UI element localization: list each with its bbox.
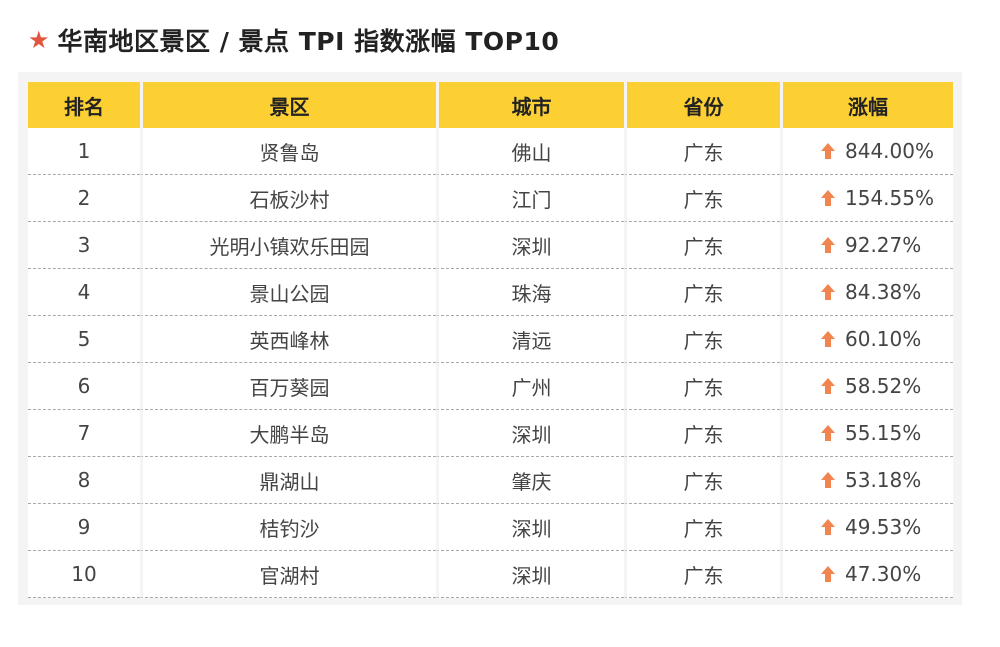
spot-cell: 英西峰林 [140, 316, 436, 363]
change-value: 49.53% [845, 515, 922, 539]
city-cell: 深圳 [436, 551, 624, 598]
province-cell: 广东 [624, 316, 780, 363]
header-province: 省份 [624, 82, 780, 128]
change-cell: 60.10% [780, 316, 953, 363]
change-value: 58.52% [845, 374, 922, 398]
page-title: 华南地区景区 / 景点 TPI 指数涨幅 TOP10 [57, 27, 560, 56]
table-row: 6 百万葵园 广州 广东 58.52% [28, 363, 953, 410]
city-cell: 深圳 [436, 504, 624, 551]
change-value: 53.18% [845, 468, 922, 492]
rank-cell: 6 [28, 363, 140, 410]
province-cell: 广东 [624, 269, 780, 316]
spot-cell: 石板沙村 [140, 175, 436, 222]
rank-cell: 7 [28, 410, 140, 457]
change-value: 47.30% [845, 562, 922, 586]
change-cell: 53.18% [780, 457, 953, 504]
change-cell: 84.38% [780, 269, 953, 316]
table-row: 10 官湖村 深圳 广东 47.30% [28, 551, 953, 598]
star-icon: ★ [28, 26, 50, 54]
arrow-up-icon [821, 425, 835, 441]
table-row: 1 贤鲁岛 佛山 广东 844.00% [28, 128, 953, 175]
header-spot: 景区 [140, 82, 436, 128]
arrow-up-icon [821, 143, 835, 159]
spot-cell: 大鹏半岛 [140, 410, 436, 457]
table-body: 1 贤鲁岛 佛山 广东 844.00% 2 石板沙村 江门 广东 154.55% 3 光明小镇欢乐田园… [28, 128, 953, 598]
arrow-up-icon [821, 190, 835, 206]
province-cell: 广东 [624, 457, 780, 504]
header-rank: 排名 [28, 82, 140, 128]
city-cell: 江门 [436, 175, 624, 222]
spot-cell: 百万葵园 [140, 363, 436, 410]
change-value: 84.38% [845, 280, 922, 304]
table-row: 7 大鹏半岛 深圳 广东 55.15% [28, 410, 953, 457]
rank-cell: 2 [28, 175, 140, 222]
arrow-up-icon [821, 284, 835, 300]
change-value: 55.15% [845, 421, 922, 445]
table-header-row: 排名 景区 城市 省份 涨幅 [28, 82, 953, 128]
change-value: 844.00% [845, 139, 934, 163]
city-cell: 清远 [436, 316, 624, 363]
rank-cell: 1 [28, 128, 140, 175]
spot-cell: 官湖村 [140, 551, 436, 598]
arrow-up-icon [821, 566, 835, 582]
province-cell: 广东 [624, 222, 780, 269]
header-city: 城市 [436, 82, 624, 128]
change-cell: 55.15% [780, 410, 953, 457]
rank-cell: 9 [28, 504, 140, 551]
rank-cell: 4 [28, 269, 140, 316]
arrow-up-icon [821, 331, 835, 347]
change-cell: 58.52% [780, 363, 953, 410]
title-row: ★ 华南地区景区 / 景点 TPI 指数涨幅 TOP10 [28, 20, 559, 60]
rank-cell: 10 [28, 551, 140, 598]
change-cell: 154.55% [780, 175, 953, 222]
change-value: 92.27% [845, 233, 922, 257]
arrow-up-icon [821, 519, 835, 535]
arrow-up-icon [821, 237, 835, 253]
rank-cell: 3 [28, 222, 140, 269]
city-cell: 肇庆 [436, 457, 624, 504]
spot-cell: 桔钓沙 [140, 504, 436, 551]
arrow-up-icon [821, 378, 835, 394]
table-row: 2 石板沙村 江门 广东 154.55% [28, 175, 953, 222]
change-cell: 47.30% [780, 551, 953, 598]
spot-cell: 鼎湖山 [140, 457, 436, 504]
arrow-up-icon [821, 472, 835, 488]
spot-cell: 贤鲁岛 [140, 128, 436, 175]
province-cell: 广东 [624, 363, 780, 410]
city-cell: 珠海 [436, 269, 624, 316]
table-panel: 排名 景区 城市 省份 涨幅 1 贤鲁岛 佛山 广东 844.00% 2 石板沙村 江门 广东 1… [18, 72, 962, 605]
table-row: 4 景山公园 珠海 广东 84.38% [28, 269, 953, 316]
change-cell: 49.53% [780, 504, 953, 551]
province-cell: 广东 [624, 128, 780, 175]
spot-cell: 光明小镇欢乐田园 [140, 222, 436, 269]
table-row: 5 英西峰林 清远 广东 60.10% [28, 316, 953, 363]
province-cell: 广东 [624, 551, 780, 598]
header-change: 涨幅 [780, 82, 953, 128]
table-row: 8 鼎湖山 肇庆 广东 53.18% [28, 457, 953, 504]
rank-cell: 8 [28, 457, 140, 504]
change-cell: 844.00% [780, 128, 953, 175]
city-cell: 深圳 [436, 222, 624, 269]
spot-cell: 景山公园 [140, 269, 436, 316]
province-cell: 广东 [624, 504, 780, 551]
province-cell: 广东 [624, 410, 780, 457]
city-cell: 深圳 [436, 410, 624, 457]
table-row: 3 光明小镇欢乐田园 深圳 广东 92.27% [28, 222, 953, 269]
change-value: 154.55% [845, 186, 934, 210]
city-cell: 佛山 [436, 128, 624, 175]
change-value: 60.10% [845, 327, 922, 351]
ranking-table: 排名 景区 城市 省份 涨幅 1 贤鲁岛 佛山 广东 844.00% 2 石板沙村 江门 广东 1… [28, 82, 953, 598]
rank-cell: 5 [28, 316, 140, 363]
table-row: 9 桔钓沙 深圳 广东 49.53% [28, 504, 953, 551]
province-cell: 广东 [624, 175, 780, 222]
city-cell: 广州 [436, 363, 624, 410]
change-cell: 92.27% [780, 222, 953, 269]
